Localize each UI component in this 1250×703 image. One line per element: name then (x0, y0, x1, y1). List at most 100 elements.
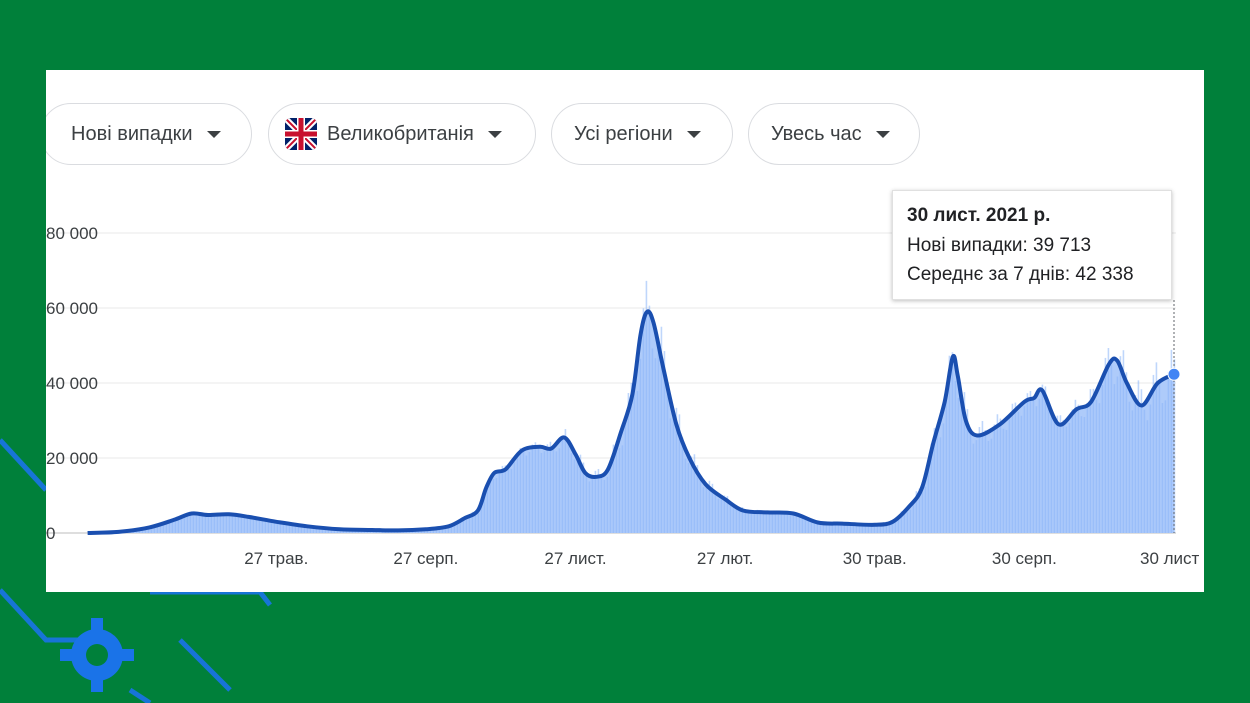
daily-bar (717, 498, 720, 533)
daily-bar (615, 441, 618, 533)
daily-bar (306, 525, 309, 533)
y-tick-label: 80 000 (46, 224, 98, 243)
daily-bar (1086, 402, 1089, 533)
time-filter-chip[interactable]: Увесь час (748, 103, 920, 165)
daily-bar (150, 526, 153, 533)
daily-bar (867, 523, 870, 533)
tooltip-new-cases: Нові випадки: 39 713 (907, 235, 1092, 256)
daily-bar (921, 492, 924, 533)
daily-bar (333, 529, 336, 533)
daily-bar (894, 521, 897, 533)
daily-bar (168, 519, 171, 533)
chevron-down-icon (206, 130, 221, 138)
daily-bar (597, 468, 600, 533)
daily-bar (489, 478, 492, 533)
daily-bar (588, 481, 591, 533)
daily-bar (672, 415, 675, 533)
daily-bar (1095, 399, 1098, 533)
daily-bar (1041, 384, 1044, 533)
daily-bars (90, 280, 1176, 533)
daily-bar (1008, 417, 1011, 533)
daily-bar (1044, 386, 1047, 533)
daily-bar (774, 511, 777, 533)
daily-bar (444, 527, 447, 533)
daily-bar (1128, 401, 1131, 533)
daily-bar (213, 513, 216, 533)
daily-bar (1161, 403, 1164, 533)
daily-bar (1101, 385, 1104, 533)
daily-bar (321, 527, 324, 533)
daily-bar (636, 390, 639, 533)
daily-bar (186, 513, 189, 533)
metric-filter-chip[interactable]: Нові випадки (46, 103, 252, 165)
daily-bar (435, 527, 438, 533)
daily-bar (1155, 362, 1158, 533)
daily-bar (198, 512, 201, 533)
daily-bar (249, 516, 252, 533)
daily-bar (531, 444, 534, 533)
y-tick-label: 0 (46, 524, 55, 543)
country-filter-chip[interactable]: Великобританія (268, 103, 536, 165)
daily-bar (201, 512, 204, 533)
daily-bar (807, 518, 810, 533)
daily-bar (996, 414, 999, 533)
daily-bar (828, 523, 831, 533)
daily-bar (624, 422, 627, 533)
daily-bar (915, 491, 918, 533)
daily-bar (804, 516, 807, 533)
daily-bar (639, 358, 642, 533)
daily-bar (282, 522, 285, 533)
daily-bar (159, 525, 162, 533)
daily-bar (906, 512, 909, 533)
daily-bar (207, 517, 210, 533)
daily-bar (1029, 390, 1032, 533)
daily-bar (1011, 403, 1014, 533)
x-tick-label: 27 лист. (544, 549, 606, 568)
daily-bar (501, 465, 504, 533)
daily-bar (183, 513, 186, 533)
daily-bar (288, 523, 291, 533)
daily-bar (777, 513, 780, 533)
daily-bar (990, 438, 993, 533)
uk-flag-icon (285, 118, 317, 150)
daily-bar (534, 442, 537, 533)
daily-bar (912, 500, 915, 533)
daily-bar (471, 511, 474, 533)
daily-bar (300, 525, 303, 533)
daily-bar (1065, 426, 1068, 533)
daily-bar (315, 527, 318, 533)
daily-bar (513, 462, 516, 533)
daily-bar (582, 462, 585, 533)
daily-bar (447, 527, 450, 533)
daily-bar (1170, 349, 1173, 533)
daily-bar (705, 485, 708, 533)
daily-bar (1134, 395, 1137, 533)
daily-bar (210, 516, 213, 533)
daily-bar (153, 525, 156, 533)
daily-bar (1137, 380, 1140, 533)
daily-bar (798, 516, 801, 533)
daily-bar (1074, 399, 1077, 533)
daily-bar (174, 521, 177, 533)
region-filter-chip[interactable]: Усі регіони (551, 103, 733, 165)
daily-bar (1080, 416, 1083, 533)
daily-bar (822, 522, 825, 533)
covid-chart-card: Нові випадки Великобританія Усі регіони (46, 70, 1204, 592)
chevron-down-icon (686, 130, 701, 138)
daily-bar (978, 427, 981, 533)
daily-bar (825, 523, 828, 533)
chevron-down-icon (875, 130, 890, 138)
daily-bar (171, 520, 174, 533)
daily-bar (1092, 388, 1095, 533)
daily-bar (456, 520, 459, 533)
daily-bar (975, 440, 978, 533)
daily-bar (579, 454, 582, 533)
cases-chart[interactable]: 0 20 000 40 000 60 000 80 000 27 трав. 27 серп… (46, 70, 1204, 592)
daily-bar (477, 512, 480, 533)
daily-bar (537, 447, 540, 533)
daily-bar (870, 524, 873, 533)
daily-bar (690, 456, 693, 533)
daily-bar (1089, 389, 1092, 533)
daily-bar (228, 514, 231, 533)
daily-bar (801, 515, 804, 533)
